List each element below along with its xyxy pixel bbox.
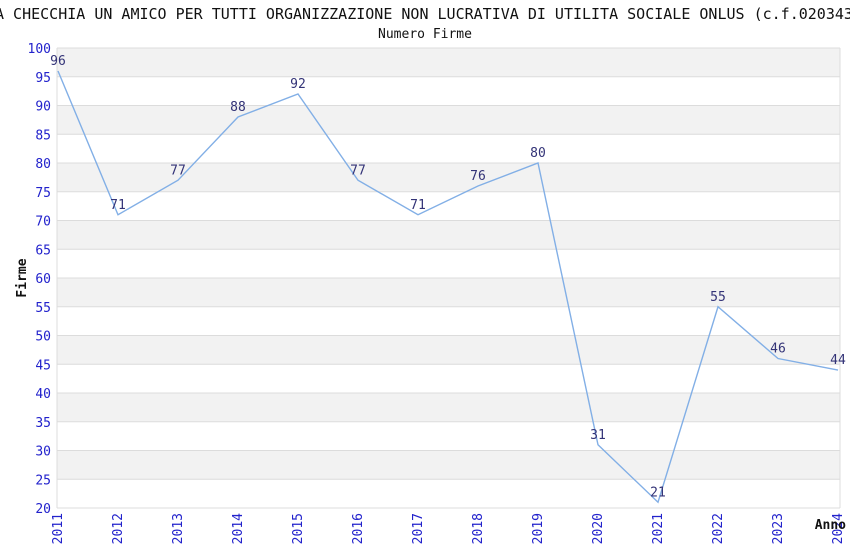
- x-tick-label: 2012: [111, 513, 126, 544]
- data-label: 71: [110, 198, 126, 213]
- data-label: 55: [710, 290, 726, 305]
- y-tick-label: 25: [35, 473, 51, 488]
- grid-band: [57, 163, 840, 192]
- y-tick-label: 65: [35, 243, 51, 258]
- y-tick-label: 85: [35, 128, 51, 143]
- y-tick-label: 55: [35, 301, 51, 316]
- x-tick-label: 2022: [711, 513, 726, 544]
- x-tick-label: 2021: [651, 513, 666, 544]
- data-label: 31: [590, 428, 606, 443]
- y-tick-label: 35: [35, 416, 51, 431]
- x-tick-label: 2023: [771, 513, 786, 544]
- y-tick-label: 45: [35, 358, 51, 373]
- x-tick-label: 2015: [291, 513, 306, 544]
- y-tick-label: 40: [35, 387, 51, 402]
- y-tick-label: 100: [28, 42, 51, 57]
- grid-band: [57, 220, 840, 250]
- data-label: 21: [650, 485, 666, 500]
- x-tick-label: 2016: [351, 513, 366, 544]
- grid-band: [57, 48, 840, 77]
- x-tick-label: 2020: [591, 513, 606, 544]
- data-label: 46: [770, 342, 786, 357]
- data-label: 77: [350, 163, 366, 178]
- y-tick-label: 50: [35, 330, 51, 345]
- data-label: 77: [170, 163, 186, 178]
- y-axis-title: Firme: [15, 258, 30, 297]
- series-line: [57, 70, 839, 504]
- x-tick-label: 2011: [51, 513, 66, 544]
- x-tick-label: 2024: [831, 513, 846, 544]
- x-tick-label: 2014: [231, 513, 246, 544]
- y-tick-label: 70: [35, 215, 51, 230]
- data-label: 88: [230, 100, 246, 115]
- data-label: 80: [530, 146, 546, 161]
- x-tick-label: 2013: [171, 513, 186, 544]
- y-tick-label: 90: [35, 100, 51, 115]
- data-label: 92: [290, 77, 306, 92]
- y-tick-label: 20: [35, 502, 51, 517]
- x-axis-title: Anno: [815, 518, 846, 533]
- data-label: 44: [830, 353, 846, 368]
- x-tick-label: 2019: [531, 513, 546, 544]
- y-tick-label: 75: [35, 186, 51, 201]
- y-tick-label: 80: [35, 157, 51, 172]
- grid-band: [57, 335, 840, 365]
- data-label: 71: [410, 198, 426, 213]
- y-tick-label: 30: [35, 445, 51, 460]
- grid-band: [57, 450, 840, 480]
- x-tick-label: 2018: [471, 513, 486, 544]
- grid-band: [57, 393, 840, 422]
- y-tick-label: 60: [35, 272, 51, 287]
- data-label: 96: [50, 54, 66, 69]
- chart-title: A CHECCHIA UN AMICO PER TUTTI ORGANIZZAZ…: [0, 5, 850, 23]
- grid-band: [57, 105, 840, 135]
- y-tick-label: 95: [35, 71, 51, 86]
- chart-subtitle: Numero Firme: [378, 27, 472, 42]
- data-label: 76: [470, 169, 486, 184]
- grid-band: [57, 278, 840, 307]
- x-tick-label: 2017: [411, 513, 426, 544]
